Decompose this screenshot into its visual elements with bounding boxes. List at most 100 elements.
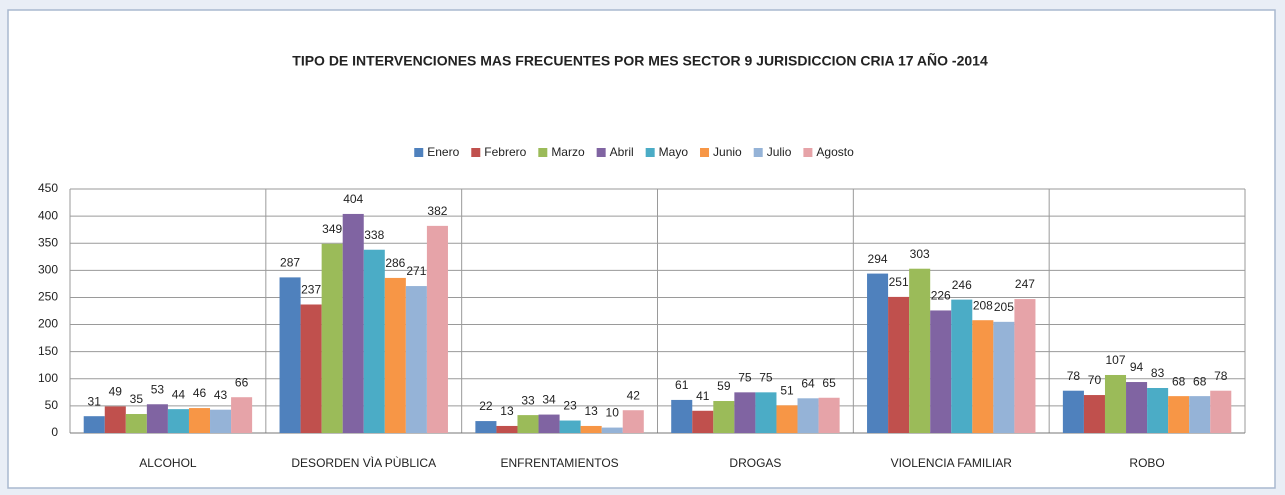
bar [342, 213, 364, 433]
bar [1189, 396, 1211, 433]
data-label: 75 [759, 371, 773, 385]
data-label: 107 [1105, 353, 1125, 367]
y-tick-label: 200 [38, 317, 58, 331]
y-tick-label: 50 [45, 398, 59, 412]
bar [231, 397, 253, 433]
y-tick-label: 350 [38, 235, 58, 249]
data-label: 78 [1067, 369, 1081, 383]
data-label: 59 [717, 379, 731, 393]
data-label: 68 [1193, 374, 1207, 388]
bar [188, 408, 211, 433]
data-label: 251 [889, 275, 909, 289]
chart-title: TIPO DE INTERVENCIONES MAS FRECUENTES PO… [292, 52, 988, 69]
legend-label: Junio [713, 145, 742, 159]
bar [363, 249, 385, 433]
data-label: 246 [952, 278, 972, 292]
y-tick-label: 450 [38, 181, 58, 195]
legend-swatch [700, 148, 710, 157]
data-label: 66 [235, 375, 249, 389]
data-label: 53 [151, 382, 165, 396]
data-label: 35 [130, 392, 144, 406]
y-tick-label: 400 [38, 208, 58, 222]
data-label: 31 [88, 394, 102, 408]
legend-swatch [596, 148, 606, 157]
x-tick-label: ALCOHOL [139, 456, 197, 470]
bar [909, 268, 931, 433]
data-label: 287 [280, 256, 300, 270]
bar [1210, 390, 1232, 433]
bar [125, 414, 147, 433]
data-label: 61 [675, 378, 689, 392]
data-label: 382 [427, 204, 447, 218]
data-label: 41 [696, 389, 710, 403]
bar [580, 425, 602, 433]
y-tick-label: 250 [38, 290, 58, 304]
bar [475, 421, 497, 433]
y-tick-label: 0 [51, 425, 58, 439]
bar [1062, 390, 1084, 433]
legend-swatch [753, 148, 763, 157]
bar [867, 273, 889, 433]
legend-label: Mayo [659, 145, 689, 159]
bar [104, 406, 126, 433]
legend-label: Agosto [816, 145, 854, 159]
data-label: 294 [868, 252, 888, 266]
data-label: 237 [301, 283, 321, 297]
bar [797, 398, 819, 433]
bar [496, 425, 518, 433]
x-tick-label: ROBO [1129, 456, 1164, 470]
data-label: 94 [1130, 360, 1144, 374]
data-label: 271 [406, 264, 426, 278]
data-label: 286 [385, 256, 405, 270]
bar [671, 399, 693, 433]
data-label: 49 [109, 385, 123, 399]
data-label: 42 [627, 388, 641, 402]
data-label: 205 [994, 300, 1014, 314]
bar [146, 404, 168, 433]
bar [426, 225, 448, 433]
bar [538, 414, 560, 433]
bar [167, 409, 189, 433]
legend-label: Marzo [551, 145, 585, 159]
bar [930, 310, 952, 433]
data-label: 44 [172, 387, 186, 401]
legend-swatch [471, 148, 481, 157]
legend-label: Febrero [484, 145, 526, 159]
data-label: 23 [563, 399, 577, 413]
x-tick-label: DROGAS [729, 456, 781, 470]
data-label: 10 [606, 406, 620, 420]
legend-swatch [645, 148, 655, 157]
x-tick-label: VIOLENCIA FAMILIAR [891, 456, 1013, 470]
x-tick-label: DESORDEN VÌA PÙBLICA [291, 455, 436, 470]
bar [972, 320, 994, 433]
bar [993, 321, 1015, 433]
bar [755, 392, 777, 433]
data-label: 338 [364, 228, 384, 242]
data-label: 75 [738, 371, 752, 385]
data-label: 65 [822, 376, 836, 390]
legend-swatch [803, 148, 813, 157]
data-label: 404 [343, 192, 363, 206]
bar [1168, 396, 1190, 433]
bar [300, 304, 322, 433]
bar [405, 286, 427, 433]
bar [517, 415, 539, 433]
bar [83, 416, 105, 433]
legend-swatch [538, 148, 548, 157]
data-label: 46 [193, 386, 207, 400]
legend-label: Julio [767, 145, 792, 159]
bar [1126, 382, 1148, 433]
bar [210, 409, 232, 433]
data-label: 33 [521, 393, 535, 407]
data-label: 13 [500, 404, 514, 418]
data-label: 70 [1088, 373, 1102, 387]
data-label: 349 [322, 222, 342, 236]
legend-swatch [414, 148, 424, 157]
data-label: 51 [780, 384, 794, 398]
bar [818, 397, 840, 433]
y-tick-label: 150 [38, 344, 58, 358]
data-label: 303 [910, 247, 930, 261]
data-label: 22 [479, 399, 493, 413]
data-label: 247 [1015, 277, 1035, 291]
